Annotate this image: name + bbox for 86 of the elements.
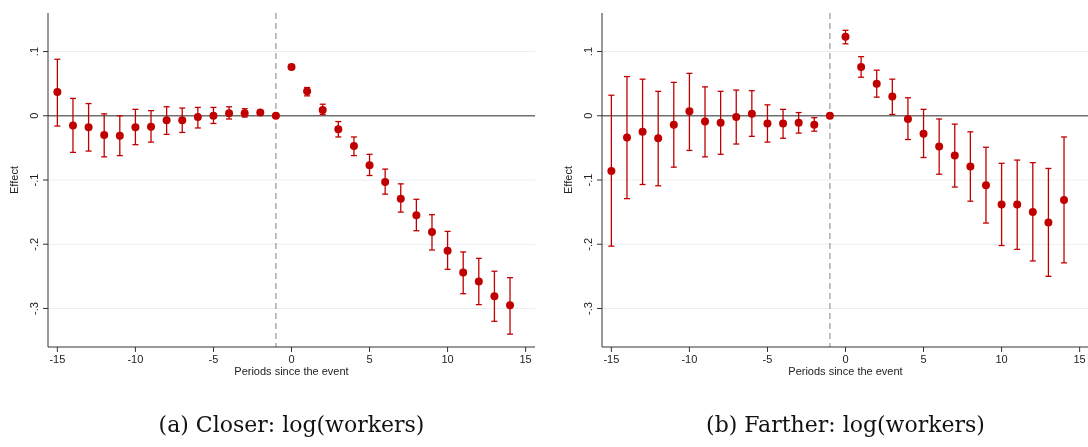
x-tick-label: 10 [441, 353, 454, 365]
x-axis-title: Periods since the event [234, 365, 349, 377]
point [396, 194, 405, 203]
y-tick-label: -.2 [28, 237, 40, 251]
point [732, 113, 741, 122]
point [443, 246, 452, 255]
x-tick-label: 0 [842, 353, 849, 365]
point [506, 301, 515, 310]
point [1060, 195, 1069, 204]
point [334, 125, 343, 134]
y-tick-label: -.3 [28, 302, 40, 315]
point [622, 133, 631, 142]
point [84, 123, 93, 132]
y-tick-label: -.2 [582, 237, 594, 251]
point [147, 122, 156, 131]
x-tick-label: 10 [995, 353, 1008, 365]
point [935, 142, 944, 151]
point [178, 116, 187, 125]
point [779, 119, 788, 128]
x-tick-label: -15 [603, 353, 620, 365]
point [193, 113, 202, 122]
point [100, 131, 109, 140]
point [1028, 208, 1037, 217]
point [638, 127, 647, 136]
point [365, 161, 374, 170]
point [271, 111, 280, 120]
x-tick-label: 5 [920, 353, 927, 365]
point [950, 151, 959, 160]
point [474, 277, 483, 286]
y-tick-label: -.3 [582, 302, 594, 315]
point [1013, 200, 1022, 209]
x-tick-label: -15 [49, 353, 66, 365]
point [490, 292, 499, 301]
point [459, 268, 468, 277]
point [997, 200, 1006, 209]
point [981, 181, 990, 190]
point [115, 131, 124, 140]
point [607, 167, 616, 176]
point [427, 228, 436, 237]
point [872, 79, 881, 88]
point [841, 32, 850, 41]
point [903, 114, 912, 123]
text: (b) Farther: log(workers) [706, 412, 985, 437]
x-tick-label: 5 [366, 353, 373, 365]
point [256, 108, 265, 117]
point [701, 117, 710, 126]
point [857, 62, 866, 71]
x-axis-title: Periods since the event [788, 365, 903, 377]
point [716, 118, 725, 127]
y-axis-title: Effect [562, 166, 574, 194]
y-tick-label: .1 [582, 46, 594, 57]
x-tick-label: 15 [519, 353, 532, 365]
point [225, 109, 234, 118]
x-tick-label: -10 [681, 353, 698, 365]
point [966, 162, 975, 171]
x-tick-label: -5 [208, 353, 219, 365]
point [825, 111, 834, 120]
point [53, 88, 62, 96]
point [669, 120, 678, 129]
text: (a) Closer: log(workers) [158, 412, 425, 437]
x-tick-label: 15 [1073, 353, 1086, 365]
point [1044, 218, 1053, 227]
y-axis-title: Effect [8, 166, 20, 194]
point [919, 129, 928, 138]
point [794, 118, 803, 127]
y-tick-label: 0 [582, 112, 594, 119]
y-tick-label: .1 [28, 46, 40, 57]
y-tick-label: 0 [28, 112, 40, 119]
y-tick-label: -.1 [28, 173, 40, 187]
x-tick-label: 0 [288, 353, 295, 365]
point [747, 109, 756, 118]
x-tick-label: -10 [127, 353, 144, 365]
point [68, 121, 77, 130]
point [162, 116, 171, 125]
point [888, 92, 897, 101]
point [209, 111, 218, 120]
point [763, 119, 772, 128]
point [349, 141, 358, 150]
point [810, 120, 819, 129]
point [685, 107, 694, 116]
point [381, 177, 390, 186]
point [654, 134, 663, 143]
x-tick-label: -5 [762, 353, 773, 365]
point [131, 123, 140, 132]
y-tick-label: -.1 [582, 173, 594, 187]
point [412, 211, 421, 220]
